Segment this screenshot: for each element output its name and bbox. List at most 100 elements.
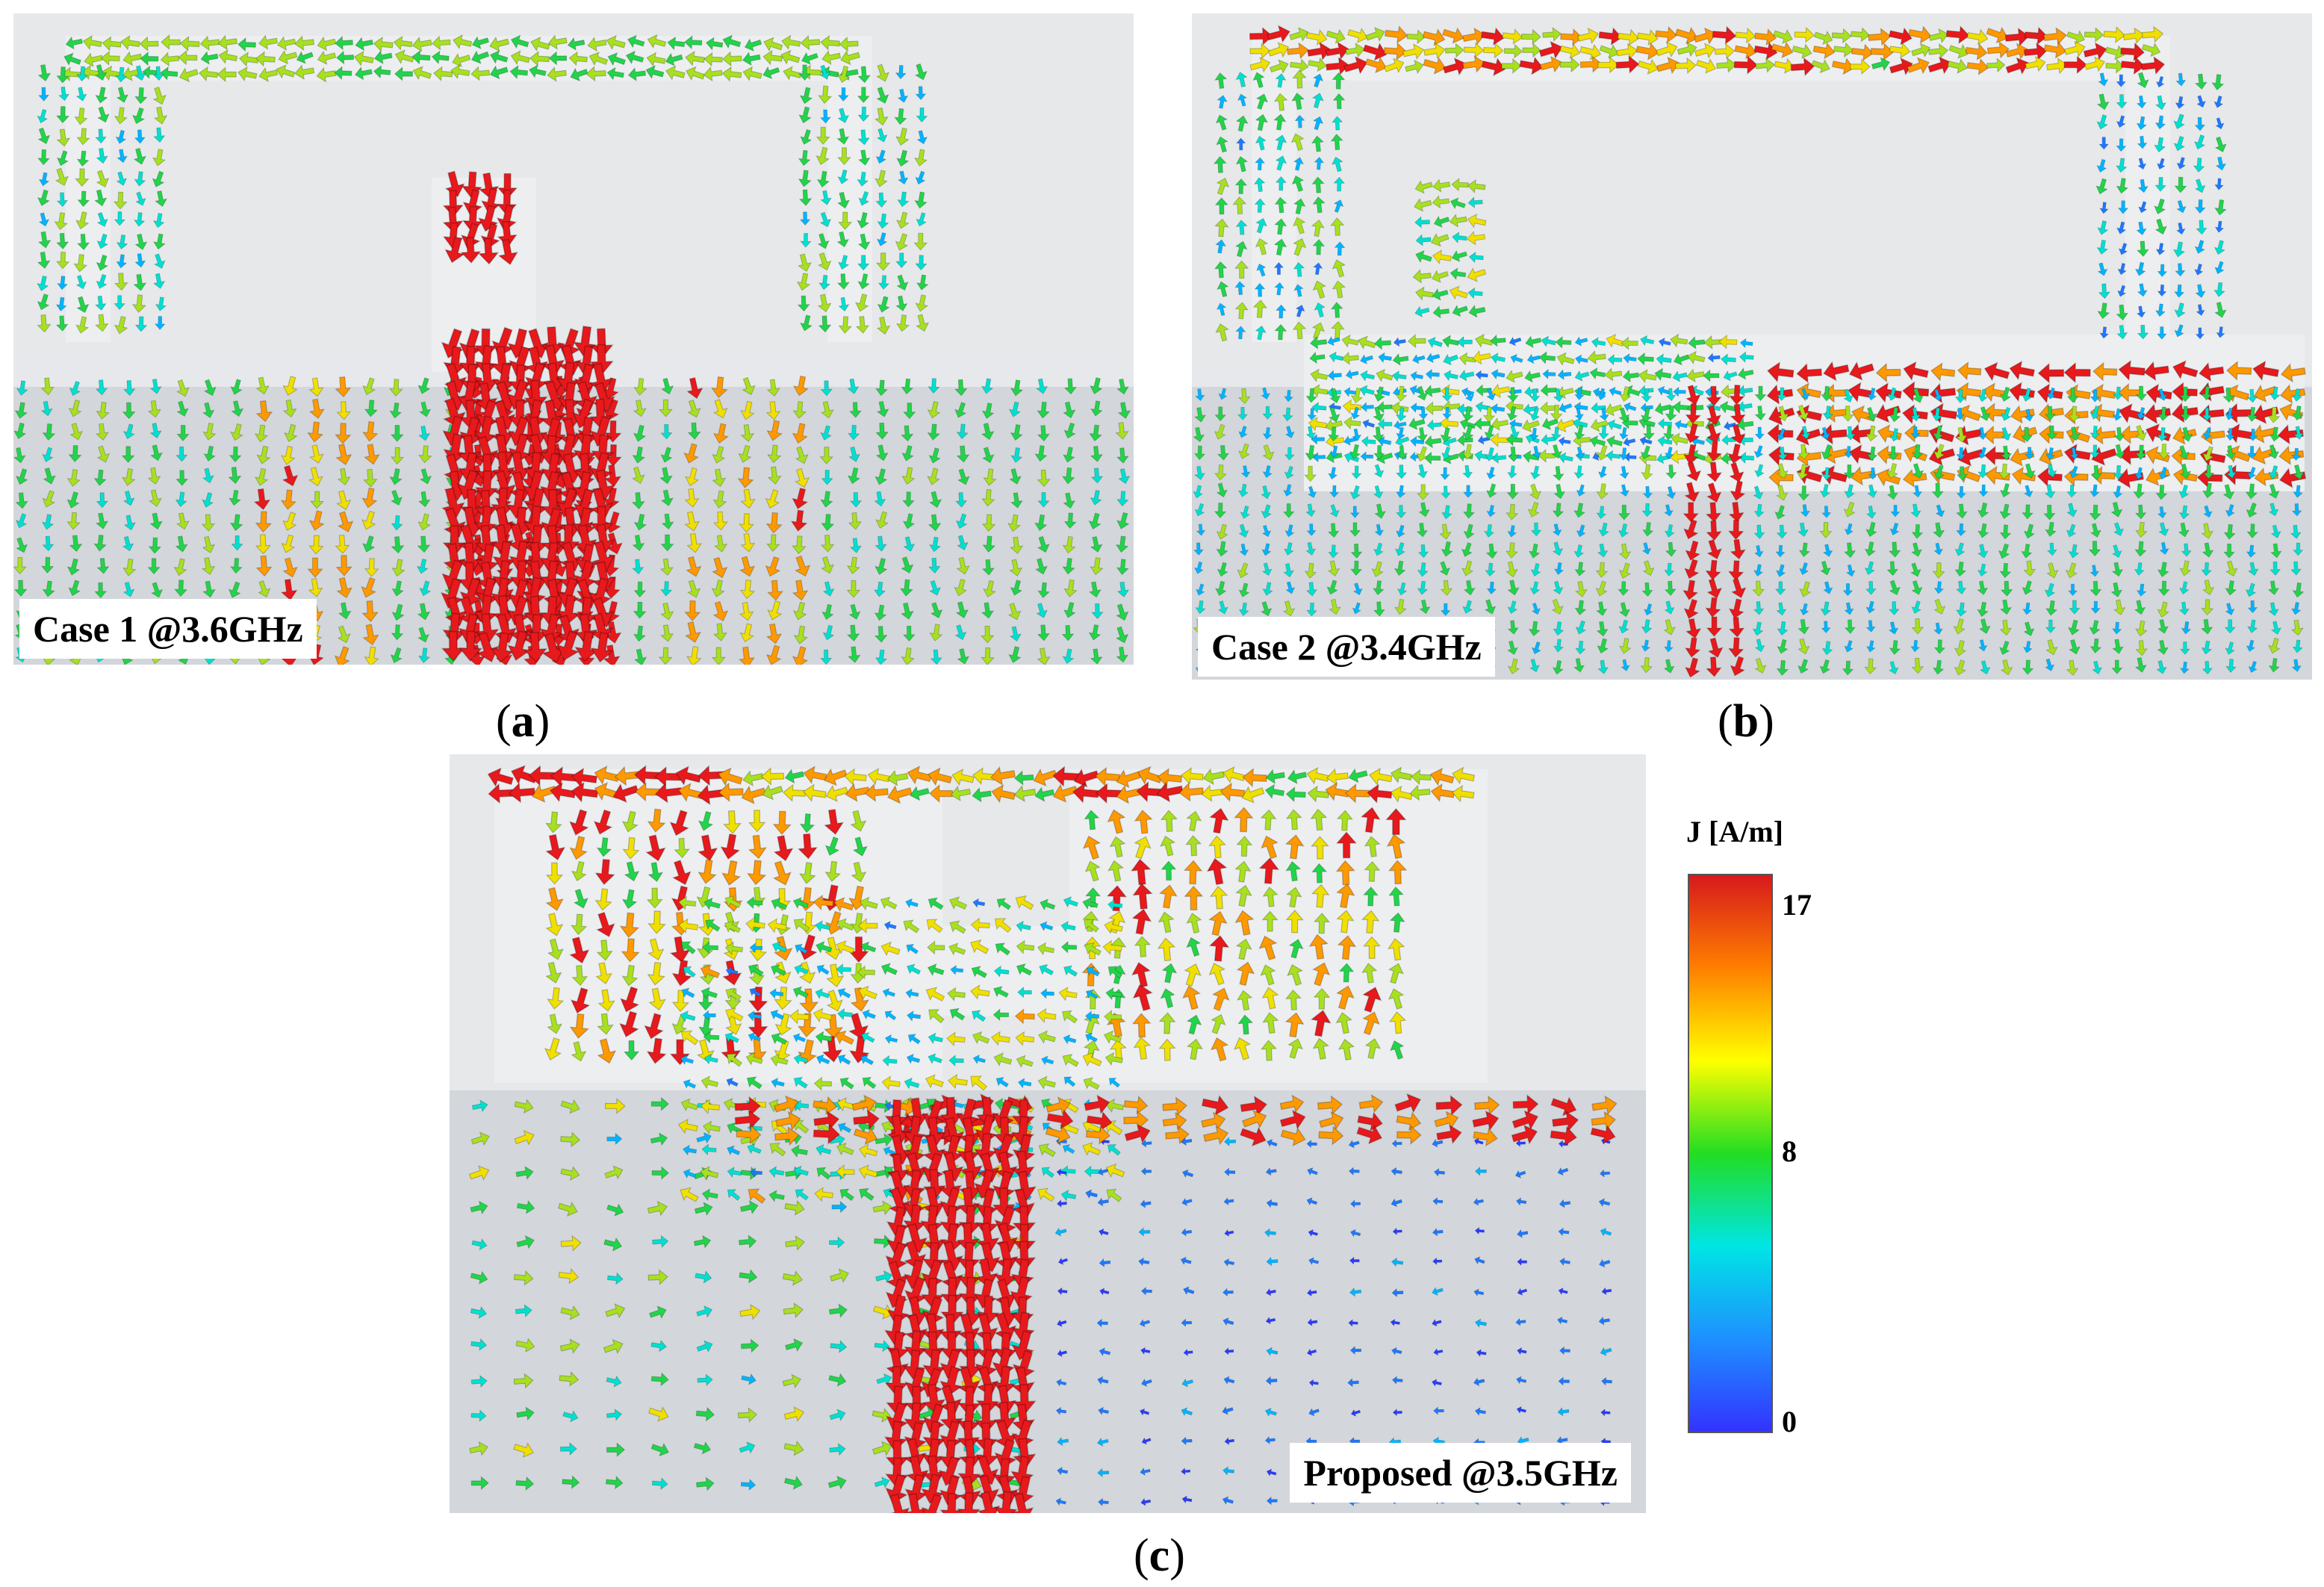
current-arrow — [1062, 1143, 1075, 1155]
current-arrow — [1540, 383, 1557, 397]
current-arrow — [606, 66, 625, 81]
current-arrow — [915, 294, 929, 312]
current-arrow — [1239, 543, 1249, 556]
current-arrow — [1361, 435, 1376, 447]
current-arrow — [1463, 503, 1475, 519]
current-arrow — [1658, 337, 1671, 347]
current-arrow — [792, 646, 809, 665]
current-arrow — [307, 557, 323, 578]
current-arrow — [474, 470, 500, 502]
current-arrow — [1587, 350, 1606, 365]
current-arrow — [1506, 483, 1519, 500]
current-arrow — [1396, 445, 1408, 460]
current-arrow — [792, 535, 807, 555]
current-arrow — [1326, 450, 1343, 464]
current-arrow — [2134, 656, 2147, 673]
current-arrow — [1729, 462, 1744, 482]
current-arrow — [94, 582, 108, 599]
current-arrow — [1123, 1095, 1149, 1115]
current-arrow — [660, 447, 673, 463]
current-arrow — [123, 515, 136, 531]
current-arrow — [1707, 637, 1724, 658]
current-arrow — [1948, 43, 1969, 59]
current-arrow — [134, 253, 146, 268]
current-arrow — [1515, 1317, 1526, 1326]
current-arrow — [1313, 116, 1324, 131]
current-arrow — [1349, 506, 1360, 518]
current-arrow — [1267, 1139, 1278, 1147]
current-arrow — [1327, 336, 1340, 347]
current-arrow — [1391, 1139, 1402, 1148]
current-arrow — [2005, 57, 2029, 75]
current-arrow — [55, 167, 69, 186]
current-arrow — [1215, 114, 1228, 131]
current-arrow — [939, 1493, 964, 1513]
current-arrow — [930, 649, 942, 665]
current-arrow — [792, 401, 807, 419]
current-arrow — [1279, 1110, 1306, 1130]
current-arrow — [813, 1110, 840, 1131]
current-arrow — [2293, 485, 2303, 498]
current-arrow — [1865, 521, 1877, 538]
current-arrow — [1274, 323, 1287, 341]
current-arrow — [1576, 484, 1586, 497]
current-arrow — [1195, 388, 1205, 402]
current-arrow — [1506, 561, 1518, 578]
current-arrow — [1845, 426, 1856, 441]
current-arrow — [1140, 1497, 1152, 1506]
current-arrow — [63, 52, 81, 66]
current-arrow — [2157, 618, 2169, 634]
current-arrow — [2224, 619, 2236, 634]
current-arrow — [928, 514, 942, 532]
current-arrow — [1641, 639, 1651, 652]
current-arrow — [1037, 942, 1055, 956]
current-arrow — [2157, 506, 2167, 519]
current-arrow — [1287, 963, 1304, 987]
current-arrow — [1084, 860, 1101, 882]
current-arrow — [1267, 25, 1290, 43]
current-arrow — [334, 66, 352, 81]
current-arrow — [922, 1223, 947, 1255]
current-arrow — [1392, 1409, 1402, 1417]
current-arrow — [2154, 218, 2167, 235]
current-arrow — [1456, 434, 1473, 447]
current-arrow — [1098, 1497, 1109, 1507]
current-arrow — [680, 1098, 698, 1111]
current-arrow — [857, 106, 870, 122]
current-arrow — [1012, 1205, 1037, 1237]
current-arrow — [1957, 404, 1981, 423]
current-arrow — [792, 897, 809, 909]
current-arrow — [1576, 524, 1586, 538]
current-arrow — [1304, 562, 1317, 579]
current-arrow — [1911, 657, 1924, 674]
current-arrow — [1376, 400, 1393, 414]
current-arrow — [1082, 835, 1102, 860]
current-arrow — [1522, 43, 1541, 58]
current-arrow — [391, 559, 406, 577]
current-arrow — [1255, 237, 1269, 255]
current-arrow — [1274, 196, 1287, 214]
current-arrow — [622, 836, 640, 860]
current-arrow — [725, 987, 742, 1001]
current-arrow — [1573, 658, 1585, 673]
current-arrow — [1529, 658, 1540, 673]
current-arrow — [1730, 403, 1746, 425]
current-arrow — [858, 1143, 878, 1158]
current-arrow — [334, 646, 350, 665]
current-arrow — [1036, 603, 1048, 618]
current-arrow — [2154, 177, 2166, 192]
current-arrow — [1777, 639, 1789, 654]
current-arrow — [2045, 600, 2058, 616]
current-arrow — [515, 1166, 534, 1180]
current-arrow — [981, 602, 995, 619]
current-arrow — [712, 445, 726, 464]
current-arrow — [1178, 782, 1205, 802]
current-arrow — [765, 489, 780, 509]
current-arrow — [651, 1166, 669, 1180]
current-arrow — [2134, 504, 2147, 520]
current-arrow — [768, 1190, 785, 1202]
current-arrow — [1063, 378, 1077, 395]
current-arrow — [1439, 561, 1451, 576]
current-arrow — [510, 50, 530, 66]
current-arrow — [633, 625, 646, 642]
